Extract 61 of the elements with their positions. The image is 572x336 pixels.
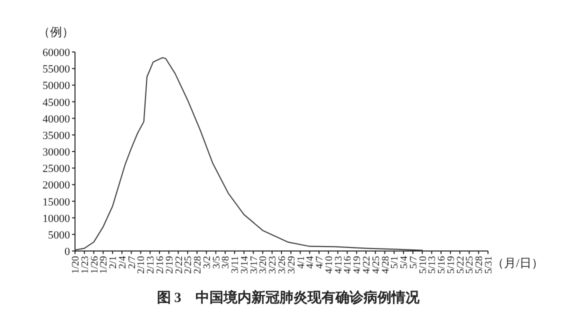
x-tick-label: 1/20	[70, 256, 82, 274]
x-tick-label: 4/16	[342, 256, 354, 274]
y-tick-label: 60000	[42, 47, 70, 59]
y-tick-label: 50000	[42, 80, 70, 92]
y-tick-label: 55000	[42, 64, 70, 76]
y-tick-label: 15000	[42, 196, 70, 208]
x-tick-label: 5/19	[446, 256, 457, 274]
x-tick-label: 2/25	[183, 256, 194, 274]
x-tick-label: 4/22	[361, 256, 372, 274]
x-tick-label: 5/22	[455, 256, 466, 274]
y-tick-label: 10000	[42, 212, 70, 225]
x-tick-label: 2/28	[192, 256, 204, 274]
x-axis-title: （月/日）	[492, 256, 544, 270]
y-axis-title: （例）	[38, 25, 74, 39]
x-tick-label: 5/1	[390, 256, 401, 269]
x-tick-label: 1/23	[80, 256, 91, 274]
x-tick-label: 3/5	[211, 256, 222, 269]
x-tick-label: 5/7	[408, 256, 420, 269]
x-tick-label: 3/17	[248, 256, 260, 274]
x-tick-label: 2/22	[174, 256, 185, 274]
x-tick-label: 5/13	[427, 256, 438, 274]
x-tick-label: 5/4	[399, 256, 410, 269]
x-tick-label: 4/19	[352, 256, 364, 274]
x-tick-label: 4/28	[380, 256, 392, 274]
y-tick-label: 20000	[42, 180, 70, 192]
x-tick-label: 3/8	[220, 256, 232, 269]
x-tick-label: 4/13	[333, 256, 344, 274]
x-tick-label: 3/14	[239, 256, 250, 274]
y-tick-label: 30000	[42, 146, 70, 158]
x-tick-label: 2/4	[117, 256, 128, 269]
x-tick-label: 4/25	[370, 256, 382, 274]
y-tick-label: 45000	[42, 96, 70, 109]
x-tick-label: 5/25	[464, 256, 476, 274]
x-tick-label: 3/26	[277, 256, 288, 274]
y-tick-label: 25000	[42, 163, 70, 176]
x-tick-label: 2/16	[154, 256, 166, 274]
x-tick-label: 5/31	[484, 256, 494, 274]
x-tick-label: 2/7	[126, 256, 138, 269]
x-tick-label: 3/2	[202, 256, 213, 269]
x-tick-label: 5/10	[418, 256, 429, 274]
x-tick-label: 2/13	[146, 256, 157, 274]
x-tick-label: 2/19	[164, 256, 176, 274]
y-tick-label: 0	[64, 246, 70, 258]
x-tick-label: 3/23	[268, 256, 279, 274]
x-tick-label: 4/10	[324, 256, 335, 274]
x-tick-label: 3/29	[286, 256, 298, 274]
x-tick-label: 3/11	[230, 256, 242, 274]
y-tick-label: 40000	[42, 113, 70, 126]
x-tick-label: 2/1	[108, 256, 120, 269]
x-tick-label: 1/29	[98, 256, 110, 274]
x-tick-label: 1/26	[89, 256, 100, 274]
text: 图 3 中国境内新冠肺炎现有确诊病例情况	[156, 289, 420, 306]
x-tick-label: 2/10	[136, 256, 148, 274]
x-tick-label: 4/4	[305, 256, 316, 269]
y-tick-label: 5000	[48, 229, 70, 242]
x-tick-label: 4/1	[296, 256, 307, 269]
x-tick-label: 4/7	[314, 256, 326, 269]
x-tick-label: 5/16	[436, 256, 448, 274]
x-tick-label: 3/20	[258, 256, 270, 274]
y-tick-label: 35000	[42, 130, 70, 142]
x-tick-label: 5/28	[474, 256, 486, 274]
